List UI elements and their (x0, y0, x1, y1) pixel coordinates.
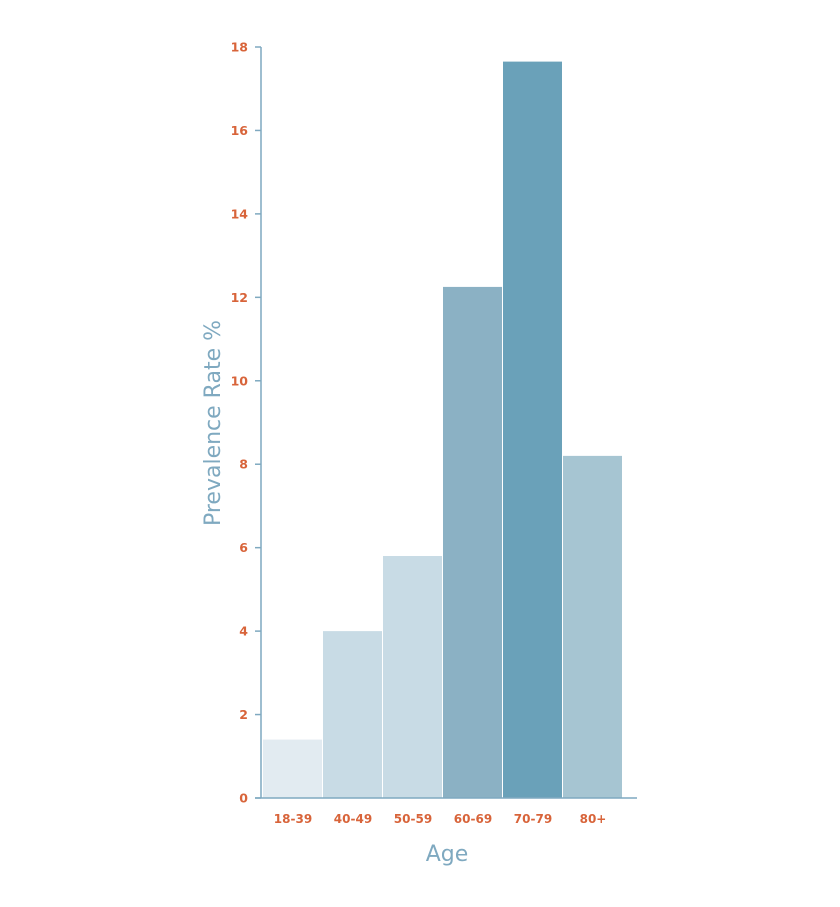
y-tick-label: 16 (231, 123, 249, 138)
y-axis-title: Prevalence Rate % (201, 320, 226, 526)
bars-group (263, 61, 622, 798)
bar-70-79 (503, 61, 562, 798)
y-tick-label: 12 (231, 290, 248, 305)
x-ticks-group: 18-39 40-49 50-59 60-69 70-79 80+ (274, 812, 607, 826)
bar-50-59 (383, 556, 442, 798)
y-ticks-group: 0 2 4 6 8 10 12 14 16 18 (231, 40, 261, 806)
y-tick-label: 4 (239, 624, 248, 639)
x-tick-label: 18-39 (274, 812, 312, 826)
y-tick-label: 8 (239, 457, 248, 472)
y-tick-label: 14 (231, 206, 249, 221)
bar-80+ (563, 455, 622, 798)
y-tick-label: 18 (231, 40, 248, 55)
x-tick-label: 80+ (580, 812, 607, 826)
y-tick-label: 6 (239, 540, 248, 555)
x-tick-label: 60-69 (454, 812, 492, 826)
bar-60-69 (443, 286, 502, 798)
y-tick-label: 2 (239, 707, 248, 722)
x-tick-label: 70-79 (514, 812, 552, 826)
x-tick-label: 40-49 (334, 812, 372, 826)
y-tick-label: 0 (239, 791, 248, 806)
bar-18-39 (263, 739, 322, 798)
bar-40-49 (323, 631, 382, 798)
y-tick-label: 10 (231, 373, 249, 388)
x-axis-title: Age (426, 842, 469, 867)
x-tick-label: 50-59 (394, 812, 432, 826)
